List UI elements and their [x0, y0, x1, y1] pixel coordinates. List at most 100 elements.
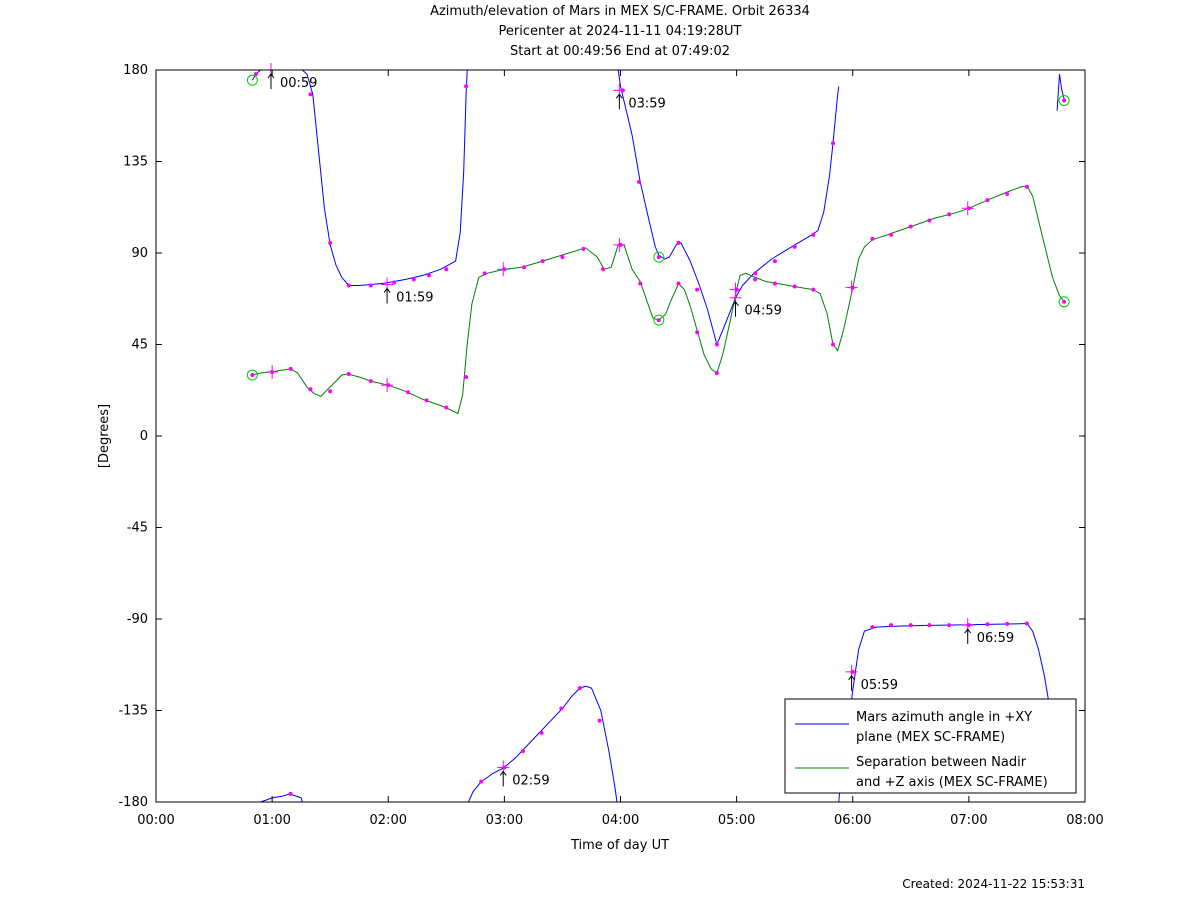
- x-tick-label: 00:00: [137, 813, 174, 828]
- azimuth-point: [772, 259, 777, 264]
- separation-endpoint-circle: [1058, 296, 1070, 308]
- azimuth-point: [253, 72, 258, 77]
- separation-point: [656, 318, 661, 323]
- azimuth-point: [656, 255, 661, 260]
- separation-point: [753, 277, 758, 282]
- separation-point: [346, 371, 351, 376]
- separation-series-line: [252, 185, 1065, 415]
- separation-point: [581, 246, 586, 251]
- separation-point: [288, 366, 293, 371]
- series-layer: [251, 69, 1065, 803]
- time-annotation-label: 05:59: [861, 678, 898, 693]
- separation-point: [638, 281, 643, 286]
- time-annotation-arrowhead: [267, 73, 275, 79]
- y-tick-labels: 180 135 90 45 0 -45 -90 -135 -180: [118, 63, 148, 810]
- azimuth-endpoint-circle: [653, 251, 665, 263]
- y-tick-label: -45: [127, 521, 148, 536]
- created-timestamp: Created: 2024-11-22 15:53:31: [902, 877, 1085, 891]
- separation-point: [792, 284, 797, 289]
- time-annotation-label: 04:59: [744, 304, 781, 319]
- separation-point: [308, 387, 313, 392]
- azimuth-point: [577, 686, 582, 691]
- azimuth-endpoint-circle: [1058, 95, 1070, 106]
- time-annotation-label: 00:59: [280, 76, 317, 91]
- azimuth-point: [831, 141, 836, 146]
- separation-point: [927, 218, 932, 223]
- azimuth-point: [368, 283, 373, 288]
- separation-point: [714, 370, 719, 375]
- separation-point: [601, 267, 606, 272]
- separation-point: [772, 281, 777, 286]
- azimuth-point: [637, 179, 642, 184]
- separation-point: [811, 287, 816, 292]
- time-annotation-label: 02:59: [512, 773, 549, 788]
- azimuth-point: [947, 623, 952, 628]
- x-tick-label: 06:00: [834, 813, 871, 828]
- azimuth-point: [676, 240, 681, 245]
- legend-label-azimuth-line1: Mars azimuth angle in +XY: [856, 710, 1032, 725]
- separation-point: [1024, 184, 1029, 189]
- separation-point: [482, 271, 487, 276]
- plot-frame: [155, 69, 1086, 803]
- azimuth-series-line: [838, 622, 1051, 803]
- x-tick-label: 07:00: [950, 813, 987, 828]
- azimuth-point: [411, 277, 416, 282]
- time-annotation-arrowhead: [732, 300, 739, 307]
- legend: Mars azimuth angle in +XY plane (MEX SC-…: [784, 698, 1077, 794]
- x-tick-label: 05:00: [718, 813, 755, 828]
- separation-point: [985, 198, 990, 203]
- azimuth-point: [444, 267, 449, 272]
- separation-point: [889, 232, 894, 237]
- y-tick-label: -90: [127, 612, 148, 627]
- chart-subtitle-start-end: Start at 00:49:56 End at 07:49:02: [509, 44, 731, 59]
- separation-point: [947, 212, 952, 217]
- azimuth-point: [908, 623, 913, 628]
- azimuth-point: [520, 749, 525, 754]
- x-axis-label: Time of day UT: [570, 838, 669, 853]
- chart-subtitle-pericenter: Pericenter at 2024-11-11 04:19:28UT: [498, 24, 742, 39]
- azimuth-point: [346, 283, 351, 288]
- azimuth-point: [1062, 98, 1067, 103]
- azimuth-point: [753, 271, 758, 276]
- azimuth-point: [927, 623, 932, 628]
- azimuth-point: [559, 706, 564, 711]
- azimuth-series-line: [467, 685, 618, 803]
- y-tick-label: 0: [140, 429, 148, 444]
- separation-endpoint-circle: [653, 314, 665, 326]
- y-tick-label: 180: [123, 63, 148, 78]
- separation-point: [405, 390, 410, 395]
- separation-point: [250, 373, 255, 377]
- x-tick-label: 08:00: [1066, 813, 1103, 828]
- azimuth-point: [479, 779, 484, 784]
- time-annotation-label: 06:59: [977, 631, 1014, 646]
- azimuth-point: [464, 84, 469, 89]
- azimuth-point: [811, 232, 816, 237]
- separation-point: [424, 398, 429, 403]
- azimuth-endpoint-circle: [246, 74, 258, 86]
- annotation-layer: 00:59 01:59 02:59 03:59 04:59 05:59 06:59: [267, 73, 1014, 788]
- azimuth-point: [426, 273, 431, 278]
- separation-point: [1005, 192, 1010, 197]
- azimuth-point: [392, 280, 397, 285]
- separation-point: [831, 342, 836, 347]
- separation-point: [522, 265, 527, 270]
- time-annotation-arrowhead: [383, 287, 391, 293]
- x-tick-labels: 00:00 01:00 02:00 03:00 04:00 05:00 06:00 07:00…: [137, 813, 1103, 828]
- azimuth-point: [792, 244, 797, 249]
- azimuth-point: [539, 730, 544, 735]
- separation-endpoint-circle: [246, 369, 258, 381]
- time-annotation-arrowhead: [848, 675, 855, 681]
- separation-point: [444, 405, 449, 410]
- separation-point: [540, 259, 545, 264]
- azimuth-point: [695, 287, 700, 292]
- y-axis-label: [Degrees]: [97, 404, 112, 468]
- legend-label-azimuth-line2: plane (MEX SC-FRAME): [856, 730, 1005, 745]
- separation-point: [676, 281, 681, 286]
- chart-title: Azimuth/elevation of Mars in MEX S/C-FRA…: [430, 4, 810, 19]
- marker-layer: [246, 63, 1070, 796]
- time-annotation-label: 01:59: [396, 291, 433, 306]
- axis-ticks: [155, 69, 1086, 803]
- separation-point: [695, 330, 700, 335]
- time-annotation-arrowhead: [615, 93, 623, 99]
